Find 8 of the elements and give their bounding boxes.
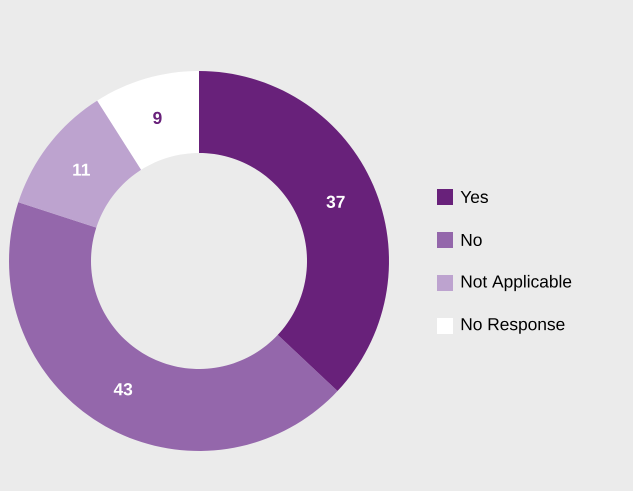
legend-label: No Response <box>462 318 564 334</box>
data-label: 9 <box>153 112 162 124</box>
data-label: 37 <box>326 196 345 208</box>
legend-label: Not Applicable <box>462 274 572 292</box>
legend-label: No <box>462 234 482 246</box>
data-label: 43 <box>114 383 132 396</box>
legend-label: Yes <box>460 190 488 204</box>
data-label: 11 <box>73 164 90 176</box>
